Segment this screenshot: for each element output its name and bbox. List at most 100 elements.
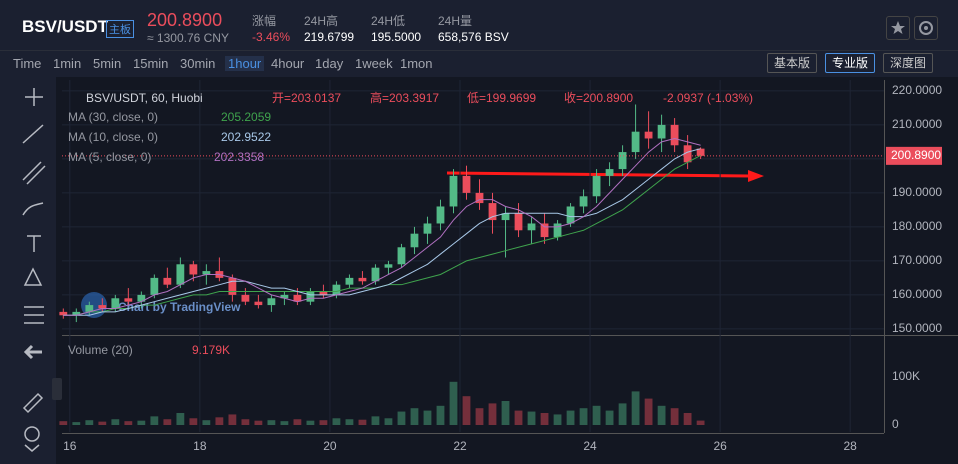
- stat-label: 24H低: [371, 14, 406, 28]
- interval-button[interactable]: 5min: [93, 56, 122, 71]
- interval-button[interactable]: 1hour: [225, 56, 265, 71]
- candle-body: [280, 294, 289, 299]
- volume-bar: [176, 413, 185, 426]
- settings-button[interactable]: [914, 16, 938, 40]
- candle-body: [267, 298, 276, 306]
- stat-value: 658,576 BSV: [438, 30, 509, 44]
- candle-body: [332, 284, 341, 295]
- volume-bar: [59, 421, 68, 426]
- ohlc-value: 收=200.8900: [564, 91, 633, 105]
- candle-body: [306, 291, 315, 302]
- volume-bar: [475, 408, 484, 426]
- change-value: -2.0937 (-1.03%): [663, 91, 753, 105]
- candle-body: [384, 264, 393, 268]
- interval-button[interactable]: Time: [13, 56, 42, 71]
- y-tick-label: 210.0000: [892, 117, 942, 131]
- interval-button[interactable]: 1day: [315, 56, 344, 71]
- candle-body: [475, 192, 484, 204]
- volume-tick-label: 0: [892, 417, 899, 431]
- ohlc-value: 开=203.0137: [272, 91, 341, 105]
- volume-bar: [98, 421, 107, 426]
- ma-line: [63, 155, 701, 316]
- volume-bar: [163, 419, 172, 426]
- collapse-handle[interactable]: [52, 378, 62, 400]
- toolbar: Time 1min 5min 15min 30min 1hour 4hour 1day 1wee…: [0, 50, 958, 77]
- volume-bar: [657, 405, 666, 426]
- candle-body: [436, 206, 445, 224]
- volume-bar: [566, 410, 575, 426]
- stat-label: 24H量: [438, 14, 473, 28]
- drawing-tools[interactable]: [22, 88, 46, 452]
- candle-body: [124, 298, 133, 302]
- volume-bar: [189, 418, 198, 426]
- interval-button[interactable]: 15min: [133, 56, 169, 71]
- candle-body: [540, 223, 549, 238]
- volume-bar: [592, 405, 601, 426]
- volume-bar: [254, 420, 263, 426]
- candle-body: [423, 223, 432, 234]
- view-button[interactable]: 深度图: [883, 53, 934, 73]
- candle-body: [59, 311, 68, 316]
- volume-bar: [436, 405, 445, 426]
- stat-value: -3.46%: [252, 30, 291, 44]
- candle-body: [410, 233, 419, 248]
- candle-body: [488, 203, 497, 221]
- volume-bar: [501, 401, 510, 426]
- volume-bar: [696, 420, 705, 426]
- volume-name: Volume (20): [68, 343, 133, 357]
- chart-title: BSV/USDT, 60, Huobi: [86, 91, 203, 105]
- candle-body: [98, 305, 107, 309]
- volume-bar: [241, 419, 250, 426]
- x-tick-label: 26: [713, 439, 727, 453]
- y-tick-label: 160.0000: [892, 287, 942, 301]
- volume-bar: [527, 411, 536, 426]
- candle-body: [345, 277, 354, 285]
- candle-body: [228, 277, 237, 295]
- volume-bar: [358, 419, 367, 426]
- stat-value: 195.5000: [371, 30, 422, 44]
- candle-body: [683, 145, 692, 163]
- volume-bar: [332, 418, 341, 426]
- candle-body: [462, 175, 471, 193]
- x-tick-label: 20: [323, 439, 337, 453]
- view-button[interactable]: 专业版: [825, 53, 876, 73]
- candle-body: [696, 148, 705, 156]
- volume-bar: [644, 398, 653, 426]
- x-tick-label: 24: [583, 439, 597, 453]
- interval-button[interactable]: 4hour: [271, 56, 305, 71]
- volume-bar: [293, 419, 302, 426]
- last-price: 200.8900: [147, 10, 223, 30]
- candle-body: [553, 223, 562, 238]
- volume-bar: [488, 403, 497, 426]
- candle-body: [527, 223, 536, 231]
- interval-button[interactable]: 1mon: [400, 56, 433, 71]
- ma-name: MA (30, close, 0): [68, 110, 158, 124]
- volume-bar: [72, 422, 81, 426]
- volume-bar: [423, 410, 432, 426]
- volume-bar: [85, 420, 94, 426]
- favorite-button[interactable]: [886, 16, 910, 40]
- ma-line: [63, 148, 701, 316]
- x-tick-label: 28: [844, 439, 858, 453]
- candle-body: [501, 213, 510, 221]
- volume-bar: [553, 414, 562, 426]
- volume-bar: [319, 420, 328, 426]
- candle-body: [163, 277, 172, 285]
- view-button[interactable]: 基本版: [767, 53, 818, 73]
- cny-price: ≈ 1300.76 CNY: [147, 31, 229, 45]
- chart: 150.0000 160.0000 170.0000 180.0000 190.0000…: [0, 76, 958, 464]
- stat-label: 24H高: [304, 14, 339, 28]
- candle-body: [254, 301, 263, 306]
- interval-button[interactable]: 30min: [180, 56, 216, 71]
- interval-button[interactable]: 1min: [53, 56, 82, 71]
- candle-body: [176, 264, 185, 285]
- ma-value: 202.9522: [221, 130, 271, 144]
- candle-body: [371, 267, 380, 282]
- volume-tick-label: 100K: [892, 369, 920, 383]
- ma-name: MA (10, close, 0): [68, 130, 158, 144]
- ma-name: MA (5, close, 0): [68, 150, 151, 164]
- candle-body: [189, 264, 198, 275]
- volume-bar: [605, 410, 614, 426]
- candle-body: [670, 124, 679, 146]
- interval-button[interactable]: 1week: [355, 56, 393, 71]
